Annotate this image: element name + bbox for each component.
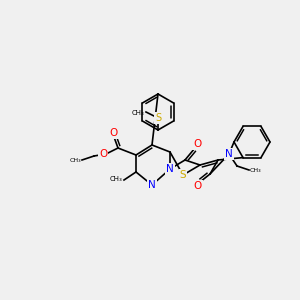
Text: O: O: [194, 181, 202, 191]
Text: O: O: [110, 128, 118, 138]
Text: CH₃: CH₃: [131, 110, 144, 116]
Text: CH₃: CH₃: [69, 158, 81, 164]
Text: CH₃: CH₃: [250, 167, 262, 172]
Text: O: O: [99, 149, 107, 159]
Text: N: N: [225, 149, 233, 159]
Text: O: O: [193, 139, 201, 149]
Text: S: S: [155, 113, 161, 123]
Text: CH₃: CH₃: [109, 176, 122, 182]
Text: N: N: [166, 164, 174, 174]
Text: N: N: [148, 180, 156, 190]
Text: S: S: [180, 170, 186, 180]
